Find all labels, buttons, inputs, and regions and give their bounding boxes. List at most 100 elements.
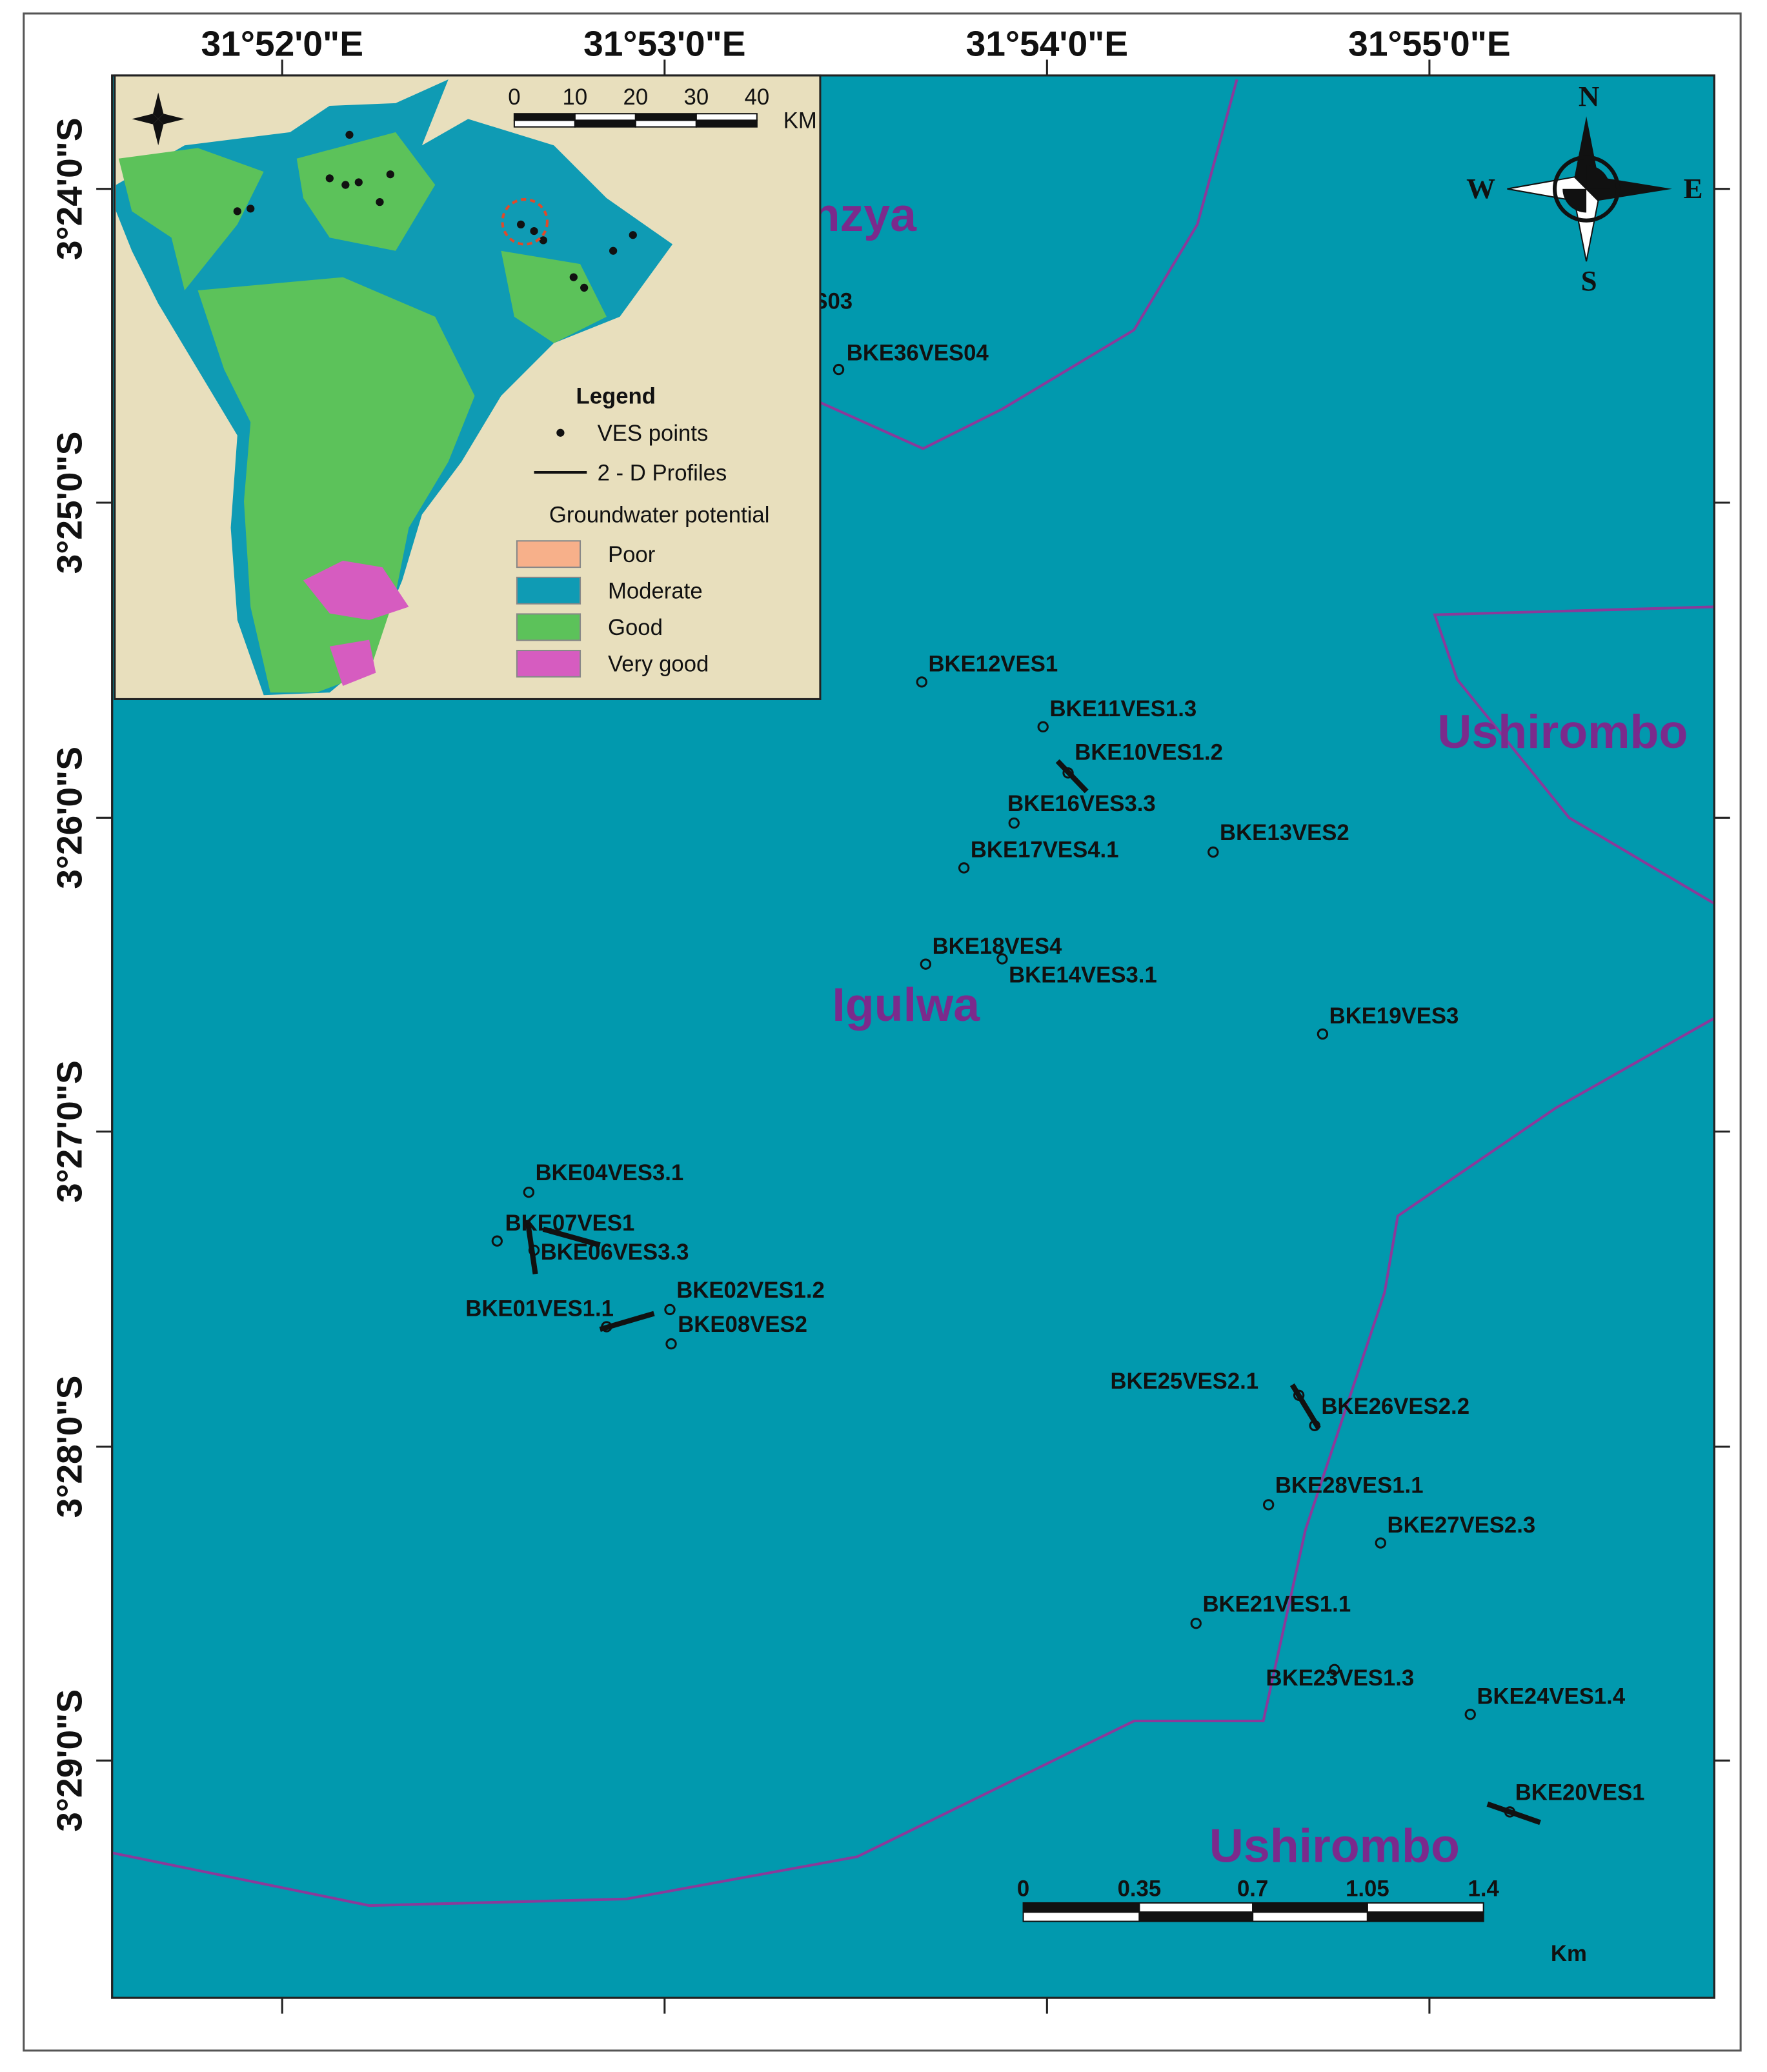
- place-name: nzya: [811, 188, 918, 241]
- ves-point: [491, 1235, 503, 1247]
- ves-point: [1309, 1420, 1320, 1431]
- ves-point: [1504, 1806, 1516, 1818]
- scale-label: 0.7: [1237, 1877, 1268, 1902]
- scale-label: 0: [1017, 1877, 1029, 1902]
- inset-ves: [386, 170, 394, 179]
- ves-point: [523, 1186, 535, 1198]
- inset-scale-segment: [695, 119, 758, 128]
- legend-classes: Poor Moderate Good Very good: [516, 540, 709, 678]
- ves-label: BKE10VES1.2: [1075, 740, 1223, 765]
- scale-segment: [1252, 1911, 1368, 1922]
- ves-point: [1293, 1389, 1305, 1401]
- ves-point: [1464, 1709, 1476, 1720]
- legend-subtitle: Groundwater potential: [549, 503, 770, 528]
- inset-map: KM 0 10 20 30 40 Legend VES points 2 - D Pro…: [114, 74, 822, 700]
- scale-bar: Km 0 0.35 0.7 1.05 1.4: [1017, 1877, 1587, 1966]
- place-name: Ushirombo: [1437, 705, 1688, 758]
- legend-swatch: [516, 613, 581, 641]
- ves-label: BKE04VES3.1: [536, 1161, 684, 1185]
- legend-dot: [556, 428, 565, 437]
- ves-label: BKE36VES04: [847, 341, 989, 365]
- inset-ves: [233, 207, 241, 216]
- lat-label: 3°28'0"S: [50, 1376, 90, 1518]
- place-name: Igulwa: [832, 978, 980, 1031]
- lat-label: 3°27'0"S: [50, 1060, 90, 1203]
- legend-class-label: Very good: [608, 652, 709, 677]
- ves-label: BKE06VES3.3: [541, 1240, 689, 1265]
- lat-label: 3°29'0"S: [50, 1689, 90, 1832]
- ves-point: [1262, 1499, 1275, 1511]
- inset-very-good-area: [303, 560, 409, 620]
- ves-label: BKE28VES1.1: [1275, 1473, 1424, 1498]
- ves-point: [1329, 1664, 1340, 1675]
- inset-scale-segment: [574, 113, 636, 121]
- inset-scale-label: 10: [563, 85, 588, 110]
- inset-good-area: [197, 277, 475, 693]
- ves-point: [916, 676, 927, 688]
- scale-label: 1.05: [1346, 1877, 1389, 1902]
- legend-title: Legend: [576, 385, 655, 409]
- ves-label: BKE24VES1.4: [1477, 1684, 1625, 1709]
- inset-compass-arm: [132, 114, 159, 125]
- ves-label: BKE26VES2.2: [1321, 1394, 1469, 1419]
- boundary: [112, 1017, 1715, 1907]
- inset-good-area: [501, 250, 607, 343]
- ves-point: [1037, 721, 1049, 733]
- inset-very-good-area: [329, 639, 376, 687]
- ves-point: [1207, 846, 1219, 858]
- boundary: [1433, 605, 1715, 905]
- boundary: [820, 79, 1238, 450]
- ves-point: [920, 958, 932, 970]
- inset-ves: [345, 130, 354, 139]
- compass-fill: [1562, 165, 1610, 213]
- inset-scale: KM 0 10 20 30 40: [508, 85, 817, 134]
- inset-scale-label: 30: [684, 85, 709, 110]
- inset-scale-segment: [513, 113, 576, 121]
- compass-w: W: [1466, 172, 1495, 205]
- inset-ves: [629, 231, 637, 239]
- ves-point: [958, 862, 970, 874]
- lon-label: 31°55'0"E: [1348, 23, 1511, 63]
- inset-ves-points: [233, 130, 637, 292]
- ves-label: BKE20VES1: [1515, 1781, 1645, 1805]
- inset-ves: [341, 181, 350, 189]
- ves-point: [996, 953, 1008, 965]
- ves-point: [528, 1244, 540, 1256]
- ves-label: BKE16VES3.3: [1007, 792, 1156, 816]
- legend-item: VES points: [598, 421, 709, 446]
- ves-label: BKE12VES1: [928, 652, 1058, 677]
- compass: N S W E: [1466, 80, 1702, 297]
- places: nzya Igulwa Ushirombo Ushirombo: [811, 188, 1688, 1873]
- ves-label: BKE18VES4: [933, 934, 1062, 959]
- lon-label: 31°52'0"E: [201, 23, 363, 63]
- ves-label: BKE11VES1.3: [1049, 697, 1197, 721]
- graticule: 31°52'0"E 31°53'0"E 31°54'0"E 31°55'0"E 3°24…: [50, 23, 1730, 2014]
- inset-scale-segment: [574, 119, 636, 128]
- inset-good-area: [296, 132, 436, 251]
- inset-ves: [530, 226, 538, 236]
- ves-point: [1317, 1028, 1329, 1040]
- scale-label: 0.35: [1118, 1877, 1162, 1902]
- legend-class-label: Good: [608, 616, 663, 640]
- legend-swatch: [516, 650, 581, 678]
- inset-ves: [325, 174, 334, 183]
- ves-point: [1190, 1618, 1202, 1629]
- inset-good-area: [118, 148, 264, 291]
- ves-point: [1008, 817, 1020, 829]
- inset-scale-unit: KM: [783, 109, 817, 134]
- ves-label: BKE07VES1: [505, 1211, 635, 1236]
- inset-ves: [247, 205, 255, 213]
- profile-line: [542, 1226, 601, 1248]
- lat-label: 3°25'0"S: [50, 432, 90, 574]
- ves-label: BKE21VES1.1: [1202, 1592, 1351, 1616]
- legend-class-label: Poor: [608, 543, 655, 567]
- ves-label: BKE08VES2: [678, 1313, 807, 1337]
- ves-label: BKE19VES3: [1329, 1004, 1459, 1029]
- legend-item: 2 - D Profiles: [598, 461, 727, 485]
- legend-swatch: [516, 576, 581, 605]
- ves-point: [664, 1303, 676, 1316]
- ves-label: BKE25VES2.1: [1110, 1369, 1258, 1394]
- profile-line: [599, 1311, 655, 1333]
- ves-point: [1375, 1537, 1387, 1549]
